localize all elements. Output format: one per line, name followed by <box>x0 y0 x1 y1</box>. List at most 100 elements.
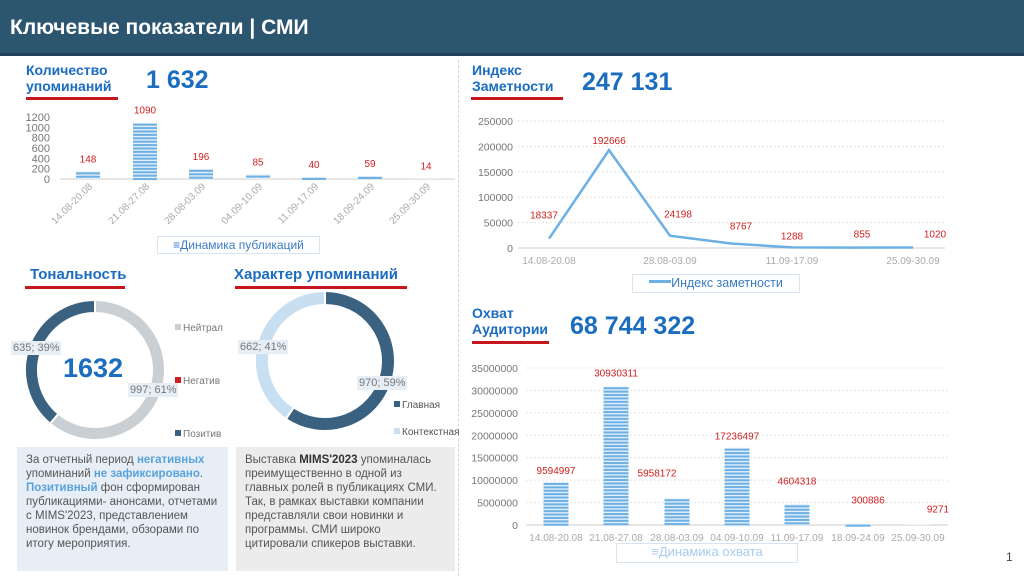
x-tick-label: 04.09-10.09 <box>710 533 764 544</box>
bar <box>189 168 213 179</box>
y-tick-label: 200000 <box>478 141 513 153</box>
title-underline <box>25 286 125 289</box>
index-line-chart: 0 50000 100000 150000 200000 250000 18337 19266… <box>478 116 947 267</box>
data-label: 14 <box>420 161 432 172</box>
data-label: 1090 <box>134 106 157 117</box>
index-title: Индекс Заметности <box>472 62 553 94</box>
character-donut <box>254 291 396 432</box>
character-note: Выставка MIMS'2023 упоминалась преимущес… <box>236 447 455 571</box>
x-tick-label: 11.09-17.09 <box>771 533 824 544</box>
legend-label: Динамика публикаций <box>180 238 304 252</box>
tone-label-neutral: 997; 61% <box>128 383 179 397</box>
x-tick-label: 25.09-30.09 <box>891 533 945 544</box>
publications-legend: ≡Динамика публикаций <box>157 236 320 254</box>
x-tick-label: 18.09-24.09 <box>831 533 885 544</box>
legend-label: Динамика охвата <box>658 544 763 559</box>
data-label: 59 <box>364 159 376 170</box>
y-tick-label: 250000 <box>478 116 513 128</box>
x-tick-label: 14.08-20.08 <box>50 181 96 227</box>
tone-title: Тональность <box>30 266 127 283</box>
character-label-context: 662; 41% <box>238 340 289 354</box>
reach-bar-chart: 0 5000000 10000000 15000000 20000000 25000000… <box>471 363 949 544</box>
bar <box>905 524 931 525</box>
data-label: 1020 <box>924 229 947 240</box>
reach-title-line2: Аудитории <box>472 321 549 337</box>
legend-context: Контекстная <box>394 427 460 438</box>
tone-donut <box>24 298 166 441</box>
data-label: 30930311 <box>594 368 638 379</box>
bar <box>76 171 100 179</box>
y-tick-label: 800 <box>32 133 50 145</box>
y-tick-label: 1200 <box>26 112 50 124</box>
tone-note: За отчетный период негативных упоминаний… <box>17 447 228 571</box>
data-label: 855 <box>854 230 871 241</box>
y-tick-label: 200 <box>32 164 50 176</box>
page-number: 1 <box>1006 550 1013 564</box>
legend-label: Индекс заметности <box>671 276 783 290</box>
data-label: 9594997 <box>537 466 576 477</box>
x-tick-label: 18.09-24.09 <box>332 181 378 227</box>
title-underline <box>472 341 549 344</box>
legend-main: Главная <box>394 400 440 411</box>
x-tick-label: 21.08-27.08 <box>589 533 643 544</box>
index-legend: Индекс заметности <box>632 274 800 293</box>
x-tick-label: 28.08-03.09 <box>163 181 209 227</box>
y-tick-label: 0 <box>507 243 513 255</box>
divider <box>458 60 459 576</box>
bar <box>133 122 157 181</box>
title-underline <box>471 97 563 100</box>
y-tick-label: 600 <box>32 143 50 155</box>
x-tick-label: 14.08-20.08 <box>529 533 583 544</box>
mentions-title-line2: упоминаний <box>26 78 112 94</box>
y-tick-label: 400 <box>32 153 50 165</box>
index-title-line2: Заметности <box>472 78 554 94</box>
x-tick-label: 25.09-30.09 <box>388 181 434 227</box>
index-total: 247 131 <box>582 68 673 96</box>
title-underline <box>235 286 407 289</box>
data-label: 18337 <box>530 211 558 222</box>
reach-total: 68 744 322 <box>570 312 696 340</box>
y-tick-label: 30000000 <box>471 385 518 397</box>
y-tick-label: 10000000 <box>471 475 518 487</box>
bar <box>784 504 810 525</box>
legend-neutral: Нейтрал <box>175 323 223 334</box>
data-label: 5958172 <box>638 468 677 479</box>
x-tick-label: 21.08-27.08 <box>107 181 153 227</box>
slice-main <box>284 291 396 432</box>
bar <box>302 176 326 180</box>
data-label: 24198 <box>664 210 692 221</box>
character-title: Характер упоминаний <box>234 266 398 283</box>
y-tick-label: 100000 <box>478 192 513 204</box>
data-label: 17236497 <box>715 432 760 443</box>
x-tick-label: 25.09-30.09 <box>886 256 940 267</box>
data-label: 1288 <box>781 231 804 242</box>
slice-positive <box>24 298 96 426</box>
reach-title-line1: Охват <box>472 305 514 321</box>
series-line <box>547 147 914 249</box>
bar <box>246 174 270 179</box>
mentions-title: Количество упоминаний <box>26 62 111 94</box>
y-tick-label: 1000 <box>26 122 50 134</box>
data-label: 8767 <box>730 222 753 233</box>
y-tick-label: 20000000 <box>471 430 518 442</box>
x-tick-label: 28.08-03.09 <box>643 256 697 267</box>
page-title: Ключевые показатели | СМИ <box>10 16 309 39</box>
y-tick-label: 25000000 <box>471 408 518 420</box>
x-tick-label: 11.09-17.09 <box>766 256 819 267</box>
data-label: 40 <box>308 160 320 171</box>
mentions-title-line1: Количество <box>26 62 108 78</box>
bar <box>358 175 382 179</box>
y-tick-label: 0 <box>512 520 518 532</box>
character-label-main: 970; 59% <box>357 376 408 390</box>
y-tick-label: 15000000 <box>471 453 518 465</box>
data-label: 192666 <box>592 136 626 147</box>
data-label: 196 <box>193 152 210 163</box>
y-tick-label: 5000000 <box>477 498 518 510</box>
x-tick-label: 28.08-03.09 <box>650 533 704 544</box>
header-bar: Ключевые показатели | СМИ <box>0 0 1024 56</box>
x-tick-label: 11.09-17.09 <box>276 181 321 226</box>
reach-legend: ≡Динамика охвата <box>616 543 798 563</box>
x-tick-label: 14.08-20.08 <box>522 256 576 267</box>
data-label: 300886 <box>851 496 885 507</box>
